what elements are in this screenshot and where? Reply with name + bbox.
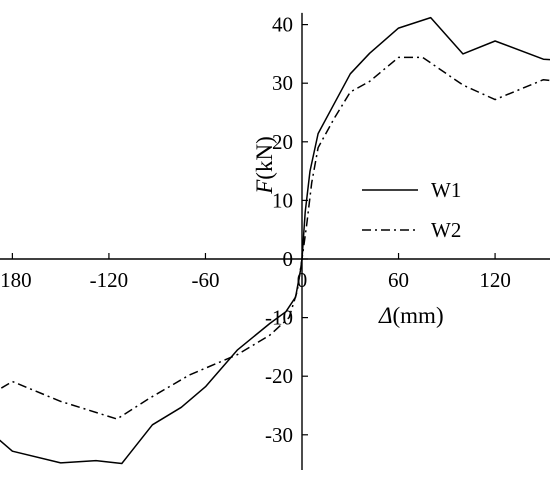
x-axis-title: Δ(mm) xyxy=(378,303,444,328)
legend: W1 W2 xyxy=(362,178,461,242)
y-axis-title-symbol: F xyxy=(252,179,277,195)
y-tick-label-neg30: -30 xyxy=(265,423,293,447)
legend-label-w1: W1 xyxy=(431,178,461,202)
x-tick-label-120: 120 xyxy=(479,268,511,292)
x-axis-title-symbol: Δ xyxy=(378,303,393,328)
y-tick-label-10: 10 xyxy=(272,188,293,212)
y-axis-title-unit: (kN) xyxy=(252,136,277,179)
x-tick-label-0: 0 xyxy=(297,268,308,292)
x-tick-label-neg120: -120 xyxy=(90,268,129,292)
y-tick-label-neg20: -20 xyxy=(265,364,293,388)
y-axis-title: F(kN) xyxy=(252,136,277,195)
x-axis-title-unit: (mm) xyxy=(393,303,444,328)
legend-label-w2: W2 xyxy=(431,218,461,242)
y-tick-label-30: 30 xyxy=(272,71,293,95)
x-tick-label-neg60: -60 xyxy=(191,268,219,292)
y-tick-label-20: 20 xyxy=(272,130,293,154)
y-tick-label-40: 40 xyxy=(272,13,293,37)
axes: -240-180-120-60060120180-30-20-100102030… xyxy=(0,13,550,470)
y-tick-label-0: 0 xyxy=(283,247,294,271)
plot-area xyxy=(0,16,550,465)
x-tick-label-neg180: -180 xyxy=(0,268,32,292)
x-tick-label-60: 60 xyxy=(388,268,409,292)
series-line-w2 xyxy=(0,56,550,420)
